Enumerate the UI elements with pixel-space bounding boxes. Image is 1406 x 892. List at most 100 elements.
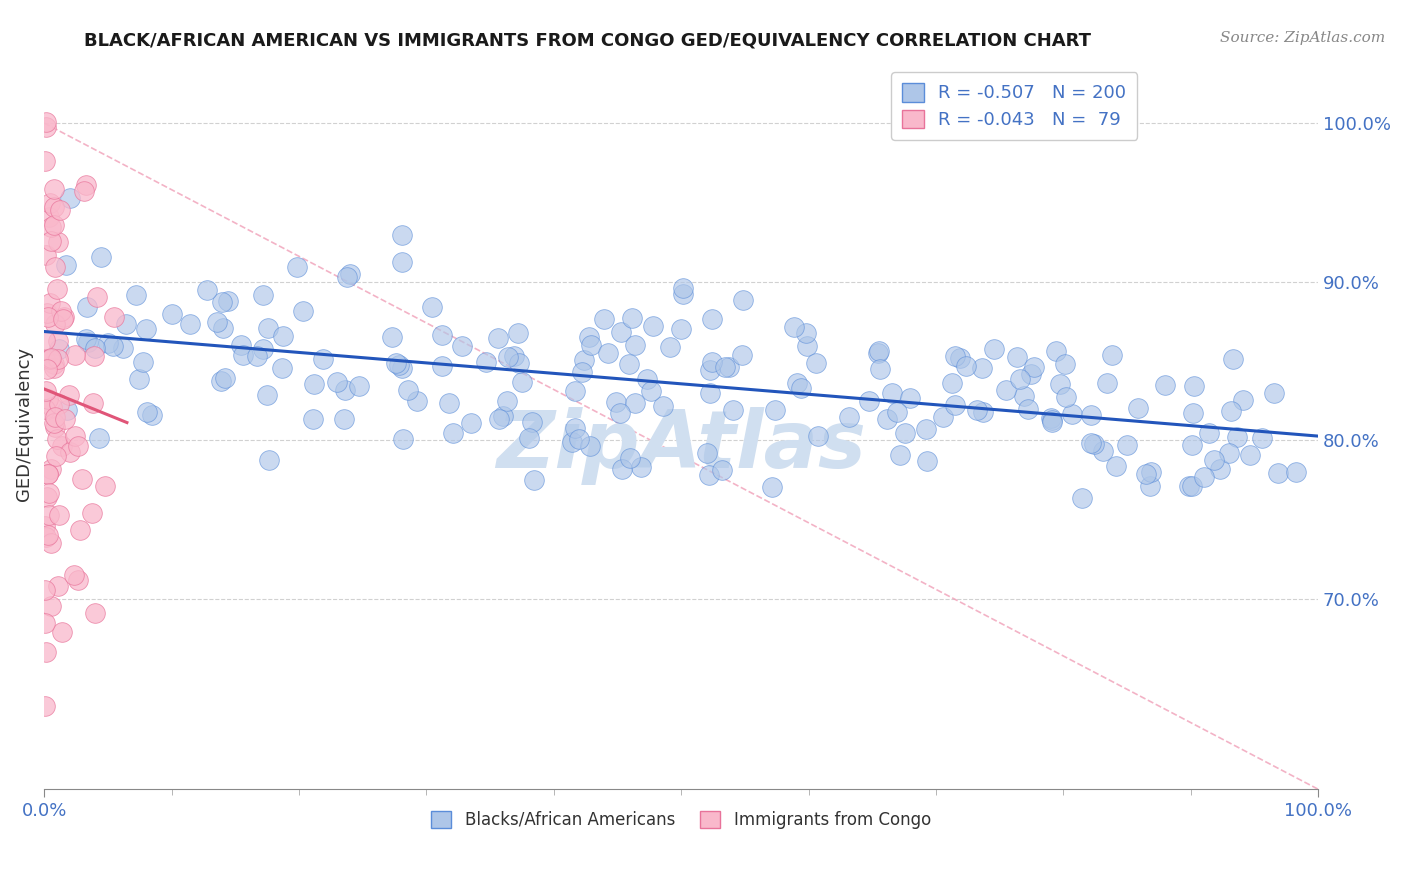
Point xyxy=(44,181,66,195)
Point xyxy=(347,379,370,393)
Point xyxy=(52,312,75,326)
Point xyxy=(37,528,59,542)
Point xyxy=(1060,407,1083,421)
Point xyxy=(1022,359,1045,374)
Point xyxy=(1232,392,1254,407)
Point xyxy=(58,388,80,402)
Point xyxy=(70,472,93,486)
Point xyxy=(392,432,415,446)
Point xyxy=(42,218,65,232)
Point xyxy=(1054,357,1077,371)
Point xyxy=(610,326,633,340)
Point xyxy=(232,348,254,362)
Point xyxy=(46,579,69,593)
Point xyxy=(51,439,73,453)
Point xyxy=(41,400,63,414)
Point xyxy=(197,283,219,297)
Point xyxy=(949,351,972,365)
Point xyxy=(94,479,117,493)
Point xyxy=(783,320,806,334)
Point xyxy=(212,321,235,335)
Point xyxy=(75,332,97,346)
Point xyxy=(894,426,917,441)
Point xyxy=(59,191,82,205)
Point xyxy=(49,202,72,217)
Point xyxy=(292,303,315,318)
Y-axis label: GED/Equivalency: GED/Equivalency xyxy=(15,347,32,501)
Point xyxy=(391,255,413,269)
Point xyxy=(492,409,515,423)
Point xyxy=(898,392,921,406)
Point xyxy=(966,403,988,417)
Point xyxy=(405,393,427,408)
Point xyxy=(620,310,643,325)
Point xyxy=(733,293,755,307)
Point xyxy=(37,467,59,481)
Point xyxy=(640,384,662,398)
Point xyxy=(1250,431,1272,445)
Point xyxy=(38,485,60,500)
Point xyxy=(886,405,908,419)
Point xyxy=(73,184,96,198)
Point xyxy=(35,306,58,320)
Point xyxy=(101,339,124,353)
Point xyxy=(273,328,295,343)
Point xyxy=(624,337,647,351)
Point xyxy=(333,384,356,398)
Point xyxy=(46,334,69,349)
Point xyxy=(67,573,90,587)
Point xyxy=(271,361,294,376)
Point xyxy=(39,220,62,235)
Point xyxy=(246,349,269,363)
Point xyxy=(76,301,98,315)
Legend: Blacks/African Americans, Immigrants from Congo: Blacks/African Americans, Immigrants fro… xyxy=(425,804,938,836)
Point xyxy=(876,411,898,425)
Point xyxy=(128,371,150,385)
Point xyxy=(1080,408,1102,422)
Point xyxy=(1192,470,1215,484)
Point xyxy=(517,431,540,445)
Point xyxy=(1182,378,1205,392)
Text: ZipAtlas: ZipAtlas xyxy=(496,408,866,485)
Point xyxy=(257,320,280,334)
Point xyxy=(1135,467,1157,481)
Point xyxy=(46,235,69,249)
Point xyxy=(42,361,65,376)
Point xyxy=(671,287,693,301)
Point xyxy=(714,360,737,375)
Point xyxy=(700,311,723,326)
Point xyxy=(209,375,232,389)
Point xyxy=(77,335,100,350)
Point xyxy=(696,446,718,460)
Point xyxy=(1181,479,1204,493)
Point xyxy=(34,518,56,533)
Point xyxy=(285,260,308,275)
Point xyxy=(486,331,509,345)
Point xyxy=(217,293,239,308)
Point xyxy=(103,310,125,324)
Point xyxy=(869,362,891,376)
Point xyxy=(44,317,66,331)
Point xyxy=(451,339,474,353)
Point xyxy=(700,355,723,369)
Point xyxy=(257,452,280,467)
Point xyxy=(710,463,733,477)
Point xyxy=(44,260,66,275)
Point xyxy=(579,338,602,352)
Point xyxy=(388,358,411,372)
Point xyxy=(39,296,62,310)
Point xyxy=(561,435,583,450)
Point xyxy=(90,250,112,264)
Point xyxy=(804,355,827,369)
Point xyxy=(432,328,454,343)
Point xyxy=(609,406,631,420)
Point xyxy=(44,409,66,424)
Point xyxy=(34,352,56,367)
Point xyxy=(941,376,963,390)
Point xyxy=(943,398,966,412)
Point xyxy=(1198,426,1220,441)
Point xyxy=(1017,401,1039,416)
Point xyxy=(179,317,201,331)
Point xyxy=(1071,491,1094,505)
Point xyxy=(1208,462,1230,476)
